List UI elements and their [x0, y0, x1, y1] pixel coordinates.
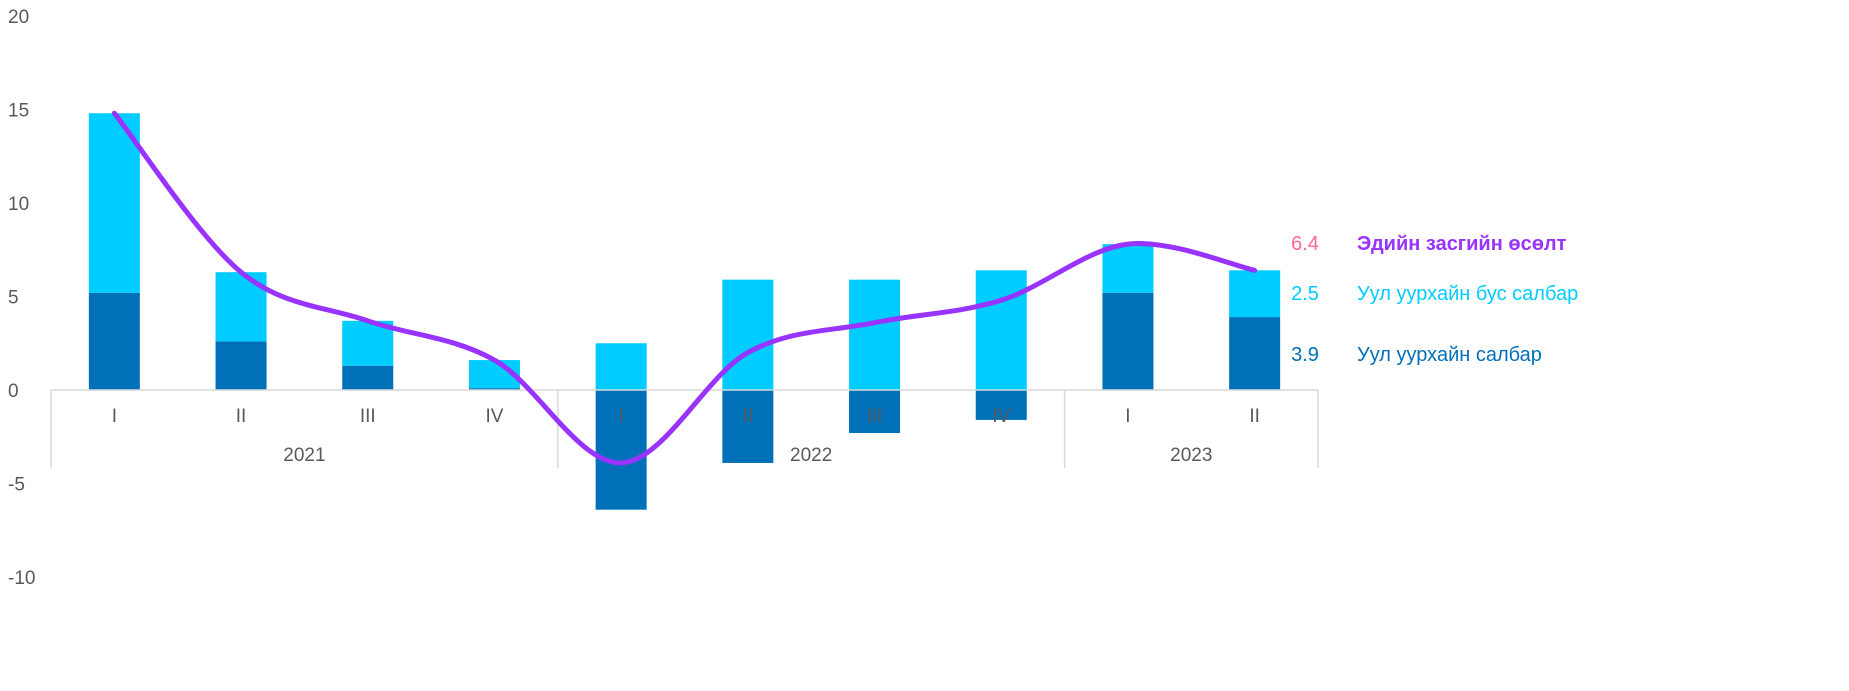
y-tick-label: -5: [8, 475, 25, 496]
category-label: IV: [485, 406, 503, 427]
group-label: 2023: [1170, 445, 1212, 466]
bar-segment: [595, 343, 647, 390]
legend-label: Уул уурхайн бус салбар: [1357, 283, 1578, 305]
legend-value: 3.9: [1291, 344, 1319, 366]
bar-segment: [722, 390, 774, 463]
bar-segment: [849, 279, 901, 390]
category-label: I: [112, 406, 117, 427]
bar-segment: [849, 390, 901, 434]
bar-segment: [468, 388, 520, 390]
bar-segment: [88, 292, 140, 390]
y-tick-label: 15: [8, 101, 29, 122]
category-label: II: [743, 406, 754, 427]
growth-line: [111, 110, 1258, 466]
legend-label: Эдийн засгийн өсөлт: [1357, 233, 1567, 255]
y-tick-label: -10: [8, 568, 35, 589]
growth-line-path: [111, 110, 1258, 466]
category-label: I: [619, 406, 624, 427]
y-tick-label: 0: [8, 381, 19, 402]
bar-segment: [1229, 270, 1281, 318]
category-label: II: [1249, 406, 1260, 427]
bar-segment: [1229, 317, 1281, 390]
y-axis-ticks: 20 15 10 5 0 -5 -10: [8, 7, 35, 589]
bar-segment: [1102, 244, 1154, 293]
bar-segment: [722, 279, 774, 390]
bar-segment: [975, 270, 1027, 390]
bar-segment: [342, 365, 394, 390]
legend-value: 2.5: [1291, 283, 1319, 305]
bar-segment: [88, 113, 140, 293]
category-label: I: [1125, 406, 1130, 427]
category-label: III: [867, 406, 883, 427]
category-label: III: [360, 406, 376, 427]
bar-segment: [1102, 292, 1154, 390]
group-label: 2022: [790, 445, 832, 466]
y-tick-label: 5: [8, 288, 19, 309]
legend-label: Уул уурхайн салбар: [1357, 344, 1542, 366]
legend: 6.4 Эдийн засгийн өсөлт 2.5 Уул уурхайн бус…: [1291, 233, 1578, 366]
category-label: IV: [992, 406, 1010, 427]
legend-value: 6.4: [1291, 233, 1319, 255]
y-tick-label: 10: [8, 194, 29, 215]
category-label: II: [236, 406, 247, 427]
bar-segment: [975, 390, 1027, 420]
y-tick-label: 20: [8, 7, 29, 28]
bar-segment: [215, 341, 267, 390]
group-label: 2021: [283, 445, 325, 466]
bars: [88, 113, 1281, 510]
bar-segment: [595, 390, 647, 510]
